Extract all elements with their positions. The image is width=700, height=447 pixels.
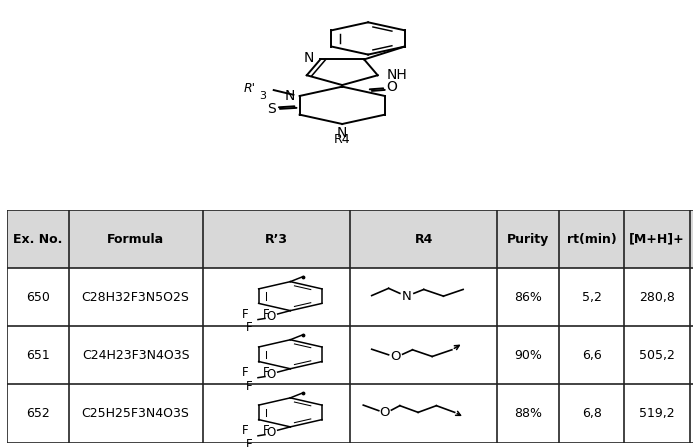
Text: Purity: Purity (508, 232, 550, 246)
Text: F: F (246, 380, 253, 392)
Text: C28H32F3N5O2S: C28H32F3N5O2S (82, 291, 190, 304)
Text: F: F (246, 321, 253, 334)
Bar (7, 326, 693, 384)
Text: 86%: 86% (514, 291, 542, 304)
Text: F: F (263, 424, 270, 437)
Text: O: O (379, 406, 390, 419)
Text: C24H23F3N4O3S: C24H23F3N4O3S (82, 349, 190, 362)
Text: Ex. No.: Ex. No. (13, 232, 62, 246)
Bar (7, 384, 693, 443)
Text: 505,2: 505,2 (639, 349, 675, 362)
Text: 651: 651 (26, 349, 50, 362)
Text: 280,8: 280,8 (639, 291, 675, 304)
Text: C25H25F3N4O3S: C25H25F3N4O3S (82, 407, 190, 420)
Text: F: F (263, 308, 270, 321)
Bar (7, 268, 693, 326)
Text: N: N (285, 89, 295, 103)
Text: S: S (267, 102, 276, 116)
Text: Formula: Formula (107, 232, 164, 246)
Text: 6,6: 6,6 (582, 349, 602, 362)
Text: R’3: R’3 (265, 232, 288, 246)
Text: 3: 3 (259, 91, 266, 101)
Text: R': R' (244, 82, 256, 95)
Text: 650: 650 (26, 291, 50, 304)
Text: R4: R4 (334, 134, 351, 147)
Text: O: O (266, 310, 275, 323)
Text: F: F (242, 308, 248, 321)
Text: rt(min): rt(min) (567, 232, 617, 246)
Text: R4: R4 (414, 232, 433, 246)
Text: F: F (242, 366, 248, 379)
Text: O: O (386, 80, 398, 94)
Text: N: N (402, 290, 412, 303)
Text: F: F (246, 438, 253, 447)
Text: 519,2: 519,2 (639, 407, 675, 420)
Text: 88%: 88% (514, 407, 542, 420)
Text: O: O (266, 426, 275, 439)
Text: NH: NH (387, 68, 408, 82)
Text: F: F (242, 424, 248, 437)
Text: N: N (304, 51, 314, 65)
Text: F: F (263, 366, 270, 379)
Text: 5,2: 5,2 (582, 291, 602, 304)
Text: N: N (337, 126, 347, 139)
Text: O: O (391, 350, 401, 363)
Bar (7, 210, 693, 268)
Text: 652: 652 (26, 407, 50, 420)
Text: 90%: 90% (514, 349, 542, 362)
Text: [M+H]+: [M+H]+ (629, 232, 685, 246)
Text: O: O (266, 368, 275, 381)
Text: 6,8: 6,8 (582, 407, 602, 420)
